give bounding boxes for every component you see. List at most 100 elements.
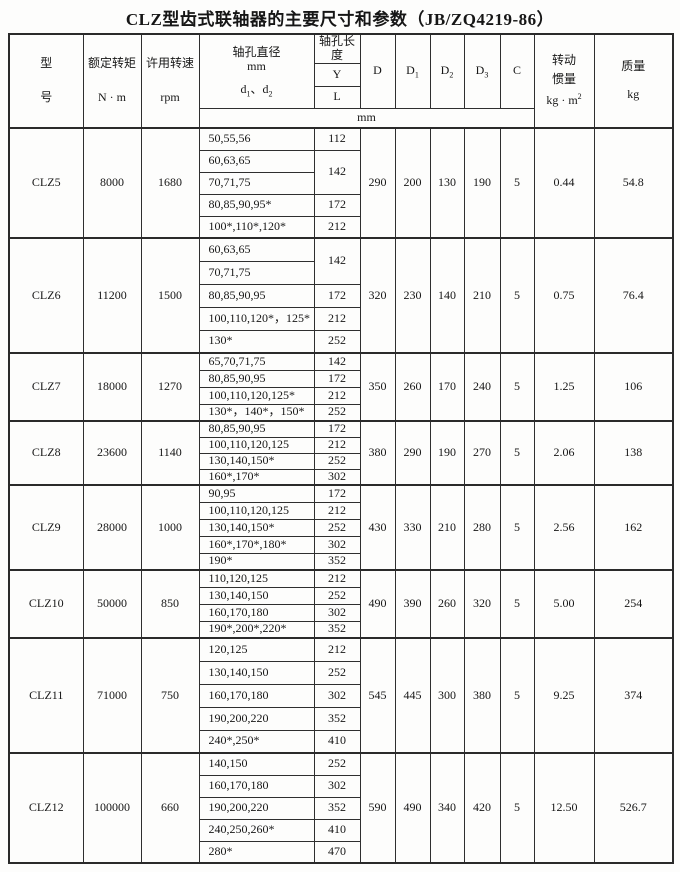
length-cell: 212 xyxy=(313,569,361,588)
bore-cell: 190*,200*,220* xyxy=(198,620,315,639)
length-cell: 172 xyxy=(313,193,361,217)
dim-D1-cell: 230 xyxy=(394,237,431,354)
header-bore-d1d2: d1、d2 xyxy=(240,81,273,99)
bore-cell: 130,140,150* xyxy=(198,518,315,537)
length-cell: 212 xyxy=(313,386,361,405)
mass-cell: 138 xyxy=(593,420,674,486)
bore-cell: 190* xyxy=(198,552,315,571)
dim-D3-cell: 210 xyxy=(463,237,501,354)
torque-cell: 18000 xyxy=(82,352,142,422)
bore-cell: 90,95 xyxy=(198,484,315,503)
bore-cell: 130,140,150 xyxy=(198,586,315,605)
dim-C-cell: 5 xyxy=(499,484,535,571)
length-cell: 302 xyxy=(313,683,361,708)
inertia-cell: 9.25 xyxy=(533,637,595,754)
length-cell: 212 xyxy=(313,637,361,662)
header-mass-label: 质量 xyxy=(621,59,646,74)
speed-cell: 1000 xyxy=(140,484,200,571)
dim-D1-cell: 260 xyxy=(394,352,431,422)
length-cell: 252 xyxy=(313,660,361,685)
dim-C-cell: 5 xyxy=(499,420,535,486)
block-clz6: CLZ6 11200 1500 60,63,65 142 320 230 140… xyxy=(8,237,674,354)
mass-cell: 526.7 xyxy=(593,752,674,864)
header-bore-label: 轴孔直径 xyxy=(232,45,281,60)
mass-cell: 54.8 xyxy=(593,127,674,239)
bore-cell: 130,140,150* xyxy=(198,452,315,470)
bore-cell: 160,170,180 xyxy=(198,603,315,622)
torque-cell: 71000 xyxy=(82,637,142,754)
header-bore-length: 轴孔长度 xyxy=(313,33,361,64)
header-mass: 质量 kg xyxy=(593,33,674,129)
model-cell: CLZ8 xyxy=(8,420,84,486)
header-bore-diameter: 轴孔直径 mm d1、d2 xyxy=(198,33,315,109)
torque-cell: 8000 xyxy=(82,127,142,239)
length-cell: 172 xyxy=(313,369,361,388)
bore-cell: 100,110,120,125 xyxy=(198,436,315,454)
dim-C-cell: 5 xyxy=(499,637,535,754)
bore-cell: 100,110,120,125* xyxy=(198,386,315,405)
mass-cell: 254 xyxy=(593,569,674,639)
block-clz9: CLZ9 28000 1000 90,95 172 430 330 210 28… xyxy=(8,484,674,571)
inertia-cell: 5.00 xyxy=(533,569,595,639)
dim-C-cell: 5 xyxy=(499,127,535,239)
dim-D2-cell: 260 xyxy=(429,569,465,639)
dim-D3-cell: 380 xyxy=(463,637,501,754)
inertia-cell: 12.50 xyxy=(533,752,595,864)
length-cell: 302 xyxy=(313,774,361,798)
dim-D2-cell: 170 xyxy=(429,352,465,422)
bore-cell: 70,71,75 xyxy=(198,171,315,195)
dim-D-cell: 290 xyxy=(359,127,396,239)
bore-cell: 100*,110*,120* xyxy=(198,215,315,239)
length-cell: 142 xyxy=(313,149,361,195)
length-cell: 252 xyxy=(313,403,361,422)
header-speed-unit: rpm xyxy=(160,90,180,105)
dim-D3-cell: 270 xyxy=(463,420,501,486)
dim-D2-cell: 210 xyxy=(429,484,465,571)
dim-D2-cell: 130 xyxy=(429,127,465,239)
dim-D2-cell: 300 xyxy=(429,637,465,754)
inertia-cell: 1.25 xyxy=(533,352,595,422)
mass-cell: 374 xyxy=(593,637,674,754)
length-cell: 172 xyxy=(313,283,361,308)
bore-cell: 130,140,150 xyxy=(198,660,315,685)
header-model-line1: 型 xyxy=(40,56,53,71)
speed-cell: 1140 xyxy=(140,420,200,486)
bore-cell: 160*,170*,180* xyxy=(198,535,315,554)
length-cell: 212 xyxy=(313,215,361,239)
inertia-cell: 2.06 xyxy=(533,420,595,486)
dim-C-cell: 5 xyxy=(499,352,535,422)
bore-cell: 240*,250* xyxy=(198,729,315,754)
header-torque: 额定转矩 N · m xyxy=(82,33,142,129)
length-cell: 302 xyxy=(313,603,361,622)
model-cell: CLZ12 xyxy=(8,752,84,864)
bore-cell: 65,70,71,75 xyxy=(198,352,315,371)
length-cell: 252 xyxy=(313,329,361,354)
block-clz10: CLZ10 50000 850 110,120,125 212 490 390 … xyxy=(8,569,674,639)
header-length-Y: Y xyxy=(313,62,361,87)
bore-cell: 130*，140*，150* xyxy=(198,403,315,422)
bore-cell: 80,85,90,95* xyxy=(198,193,315,217)
dim-D1-cell: 445 xyxy=(394,637,431,754)
bore-cell: 140,150 xyxy=(198,752,315,776)
header-torque-unit: N · m xyxy=(98,90,126,105)
speed-cell: 750 xyxy=(140,637,200,754)
dim-C-cell: 5 xyxy=(499,569,535,639)
length-cell: 142 xyxy=(313,352,361,371)
bore-cell: 160,170,180 xyxy=(198,774,315,798)
dim-D3-cell: 240 xyxy=(463,352,501,422)
torque-cell: 28000 xyxy=(82,484,142,571)
length-cell: 352 xyxy=(313,620,361,639)
length-cell: 252 xyxy=(313,586,361,605)
bore-cell: 130* xyxy=(198,329,315,354)
length-cell: 410 xyxy=(313,729,361,754)
header-dim-D: D xyxy=(359,33,396,109)
bore-cell: 70,71,75 xyxy=(198,260,315,285)
header-inertia-unit: kg · m2 xyxy=(546,92,582,108)
bore-cell: 50,55,56 xyxy=(198,127,315,151)
block-clz5: CLZ5 8000 1680 50,55,56 112 290 200 130 … xyxy=(8,127,674,239)
dim-D-cell: 430 xyxy=(359,484,396,571)
header-dim-D1: D1 xyxy=(394,33,431,109)
length-cell: 212 xyxy=(313,436,361,454)
bore-cell: 160*,170* xyxy=(198,468,315,486)
bore-cell: 190,200,220 xyxy=(198,796,315,820)
